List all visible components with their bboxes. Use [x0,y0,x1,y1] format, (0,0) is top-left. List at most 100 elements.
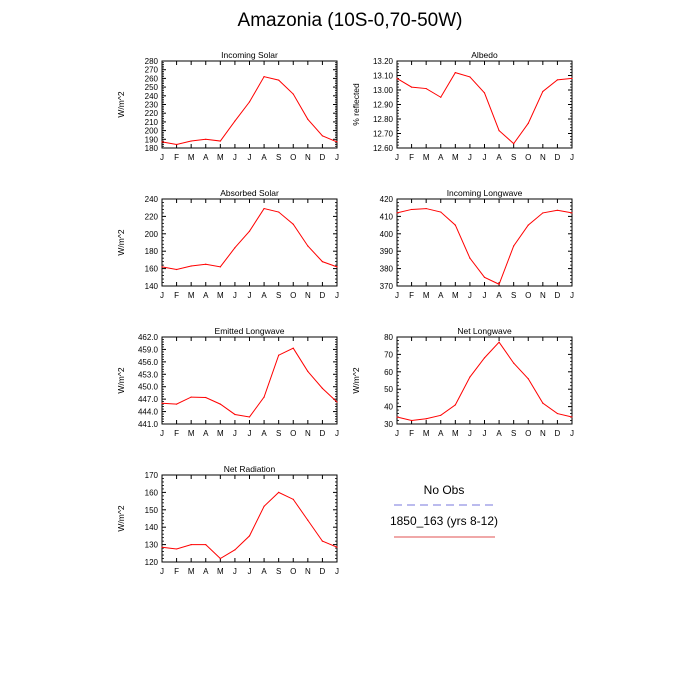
y-tick-label: 12.60 [373,144,394,153]
series-line-albedo [396,72,573,145]
data-point [498,283,500,285]
x-tick-label: J [395,429,399,438]
y-tick-label: 200 [145,230,159,239]
x-tick-label: F [174,153,179,162]
x-tick-label: J [160,429,164,438]
data-point [469,76,471,78]
y-tick-label: 30 [384,420,393,429]
data-point [336,546,338,548]
x-tick-label: O [290,153,296,162]
data-point [527,122,529,124]
y-tick-label: 80 [384,333,393,342]
data-point [556,209,559,211]
data-point [396,77,398,79]
data-point [425,207,427,210]
x-tick-label: D [320,429,326,438]
x-tick-label: S [511,153,516,162]
y-axis-label: W/m^2 [116,505,126,531]
y-axis-label: W/m^2 [351,367,361,393]
data-point [454,404,456,406]
data-point [542,402,544,404]
data-point [219,140,221,142]
x-tick-label: J [160,567,164,576]
y-tick-label: 170 [145,471,159,480]
y-tick-label: 400 [380,230,394,239]
data-point [483,276,486,278]
data-point [278,354,280,356]
series-line-absorbed-solar [161,208,338,270]
x-tick-label: M [217,429,224,438]
x-tick-label: N [305,429,311,438]
panel-incoming-solar: Incoming Solar W/m^2 180190200210220230240… [116,50,339,162]
y-tick-label: 180 [145,247,159,256]
data-point [234,120,236,122]
x-tick-label: J [570,429,574,438]
x-tick-label: A [438,291,444,300]
y-tick-label: 370 [380,282,394,291]
x-tick-label: O [525,429,531,438]
panel-emitted-longwave: Emitted Longwave W/m^2 441.0 444.0 447.0 450.… [116,326,339,438]
data-point [292,347,294,349]
data-point [527,224,529,226]
data-point [469,376,471,378]
data-point [321,261,324,263]
data-point [410,86,413,88]
x-tick-label: F [409,291,414,300]
x-tick-label: J [483,429,487,438]
x-tick-label: J [335,429,339,438]
data-point [263,207,265,210]
legend-label-no-obs: No Obs [424,483,465,497]
y-tick-label: 180 [145,144,159,153]
x-tick-label: F [174,291,179,300]
x-tick-label: N [540,153,546,162]
y-axis-label: W/m^2 [116,367,126,393]
x-tick-label: A [261,291,267,300]
data-point [556,79,559,81]
plot-frame [161,198,338,287]
y-axis-label: W/m^2 [116,91,126,117]
data-point [292,223,294,225]
y-tick-label: 40 [384,403,393,412]
data-point [483,357,486,359]
x-tick-label: M [423,429,430,438]
y-tick-label: 12.80 [373,115,394,124]
data-point [205,396,207,399]
x-tick-label: J [335,153,339,162]
plot-frame [161,336,338,425]
x-tick-label: M [188,291,195,300]
data-point [498,130,500,132]
y-tick-label: 120 [145,558,159,567]
y-tick-label: 220 [145,109,159,118]
y-tick-label: 420 [380,195,394,204]
data-point [425,87,427,90]
x-tick-label: J [233,429,237,438]
data-point [278,491,280,493]
data-point [219,266,221,268]
x-tick-label: A [203,567,209,576]
x-tick-label: J [335,291,339,300]
y-axis-label: % reflected [351,83,361,126]
panel-albedo: Albedo % reflected 12.60 12.70 12.80 12.90 13.… [351,50,574,162]
x-tick-label: N [540,429,546,438]
legend: No Obs 1850_163 (yrs 8-12) [390,483,498,538]
data-point [175,403,178,405]
data-point [396,416,398,418]
x-tick-label: J [335,567,339,576]
data-point [410,208,413,211]
data-point [292,93,294,95]
x-tick-label: M [188,153,195,162]
x-tick-label: A [438,429,444,438]
x-tick-label: J [570,153,574,162]
data-point [321,135,324,137]
data-point [307,118,309,120]
plot-frame [396,60,573,149]
series-line-emitted-longwave [161,347,338,418]
data-point [556,412,559,415]
data-point [440,96,442,98]
x-tick-label: A [261,567,267,576]
x-tick-label: M [452,429,459,438]
x-tick-label: J [248,153,252,162]
